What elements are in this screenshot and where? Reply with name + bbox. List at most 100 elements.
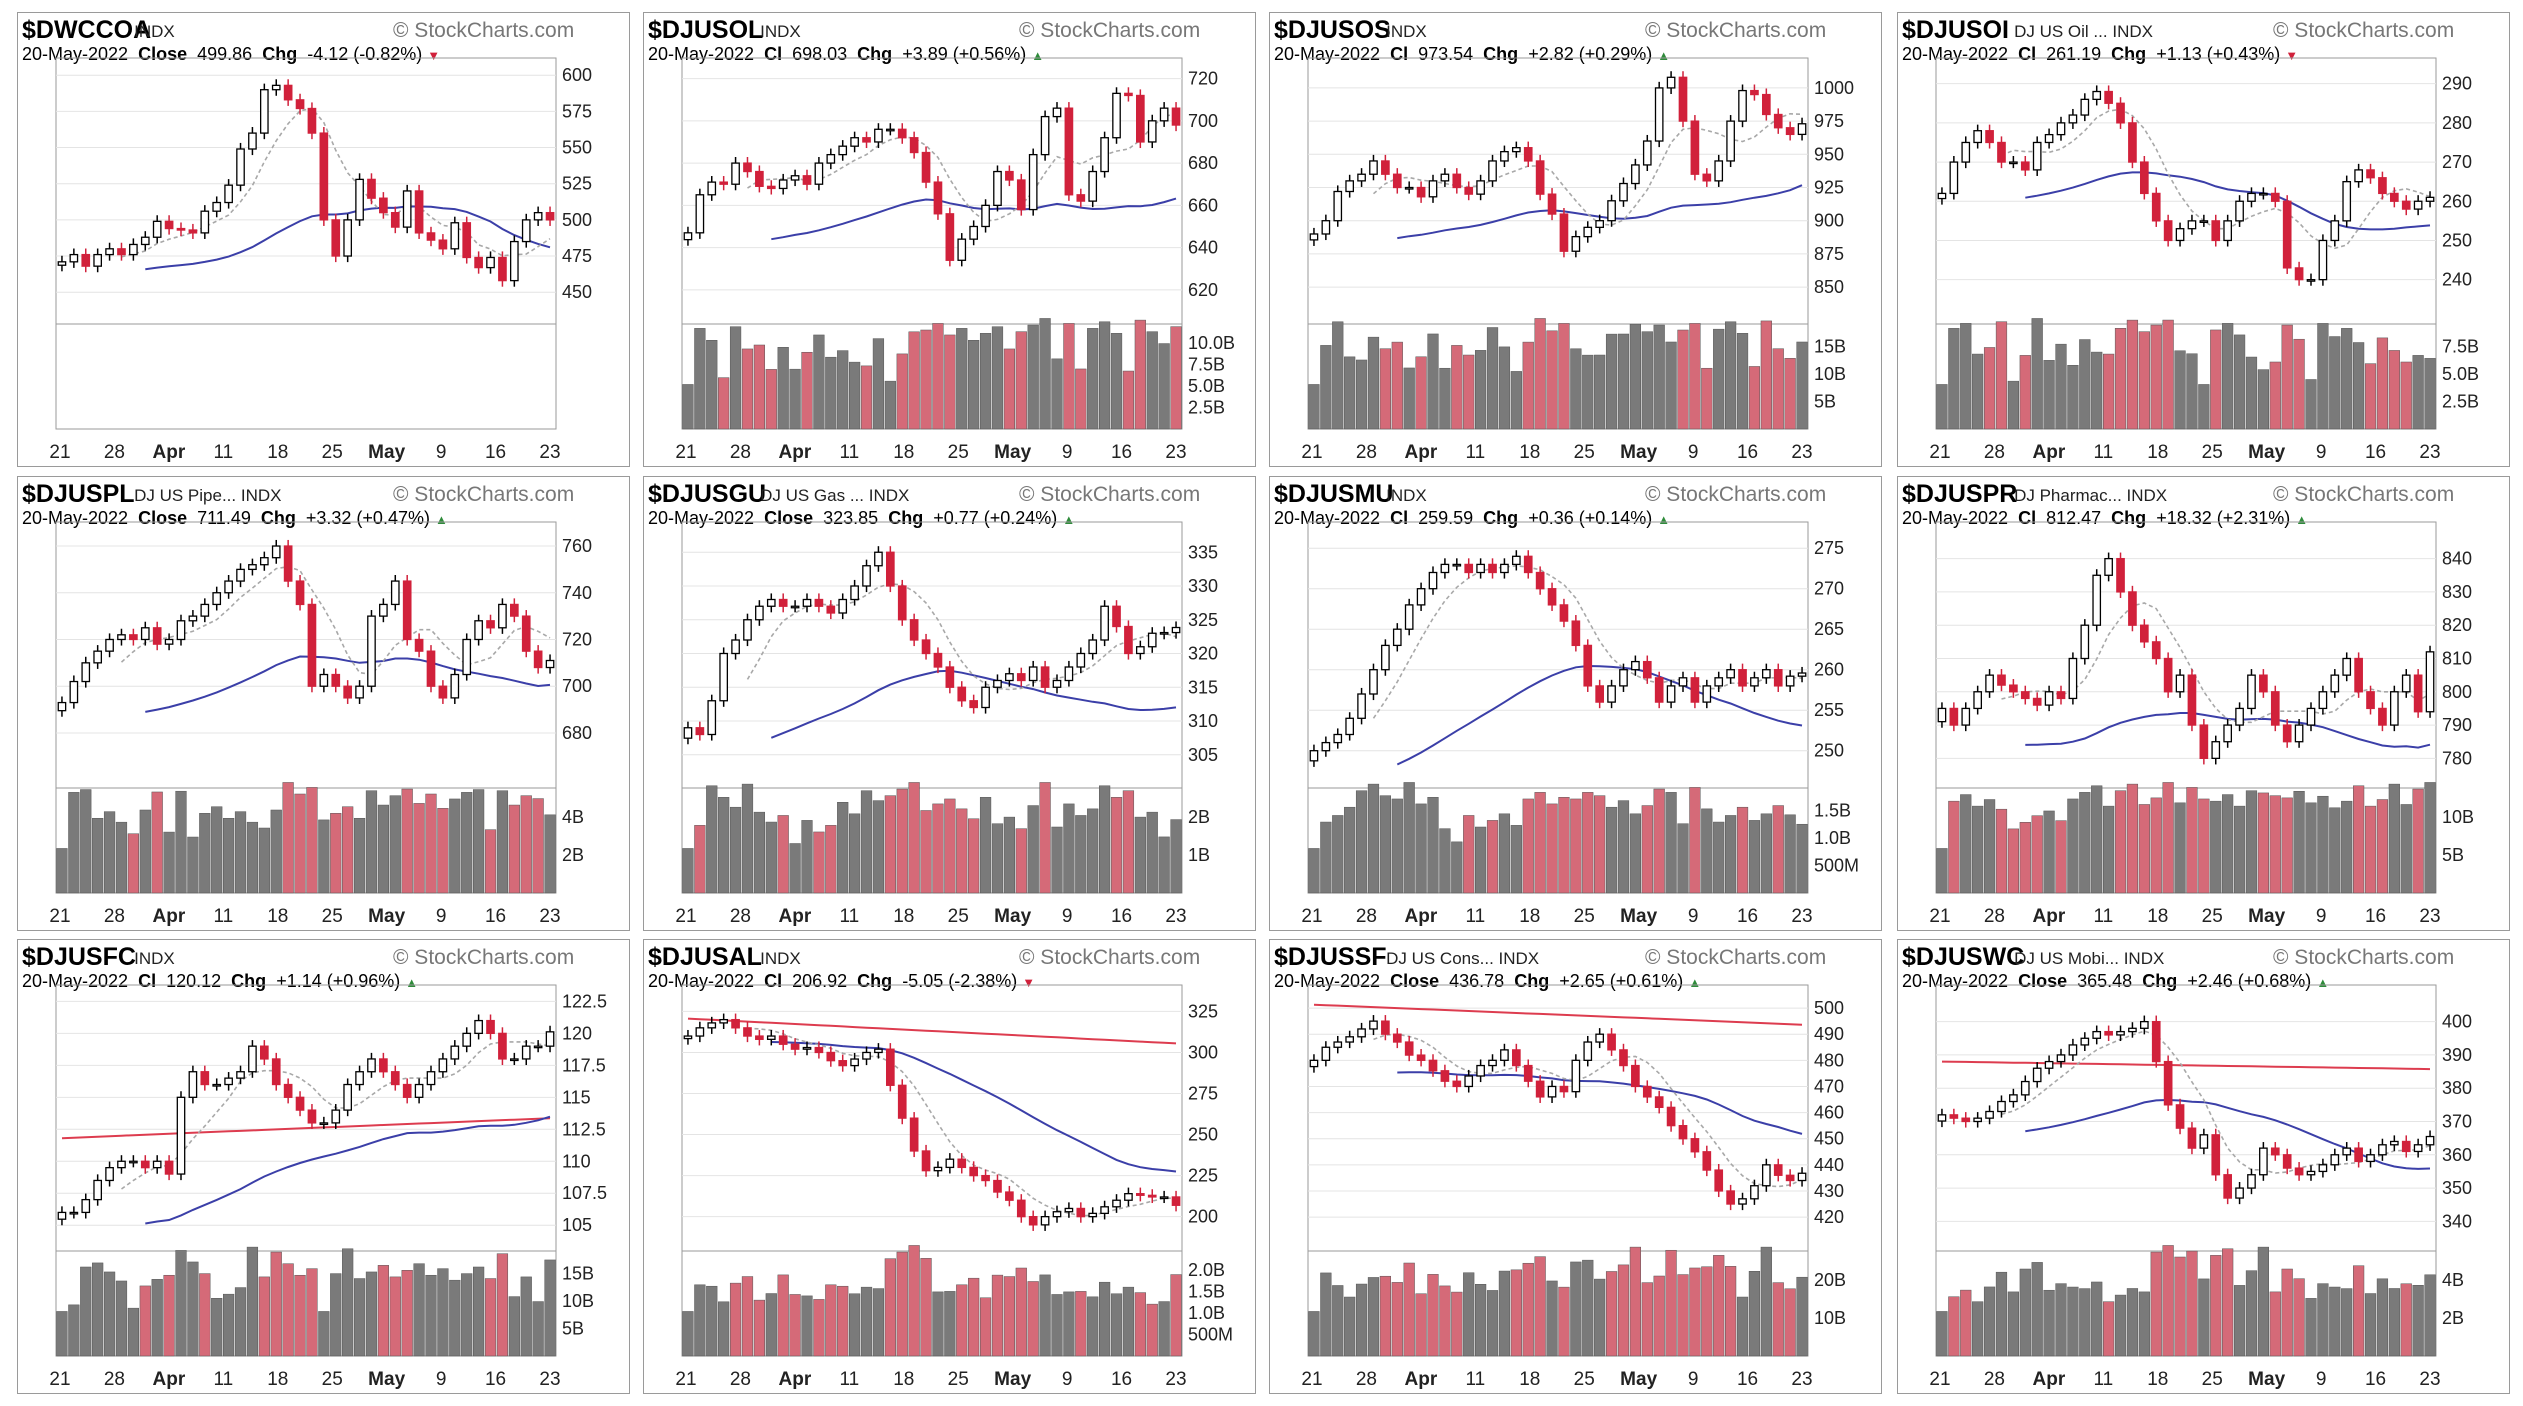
candle [545,211,555,221]
candle [2342,181,2352,222]
candle [2032,1067,2042,1083]
candle [1309,750,1319,762]
volume-bar [884,795,896,894]
candle [1124,1193,1133,1201]
candle [2139,624,2149,643]
candle [2044,133,2054,144]
volume-bar [1451,345,1463,430]
volume-bar [2281,1268,2293,1357]
candle [474,256,483,269]
volume-bar [932,803,944,894]
close-value: 812.47 [2046,508,2102,528]
candle [778,598,788,607]
y-tick-label: 460 [1814,1103,1844,1123]
candle [462,638,472,676]
plot-frame [55,521,557,894]
candle [1726,1190,1735,1205]
volume-bar [1582,354,1594,430]
candle [862,1051,871,1060]
candle [105,638,114,652]
candle [981,686,990,709]
volume-bar [1936,384,1948,430]
volume-bar [1122,790,1135,894]
volume-bar [1158,836,1170,894]
x-tick-label: 18 [893,442,914,463]
volume-bar [1665,341,1677,430]
chart-panel-djusoi: $DJUSOI DJ US Oil ... INDX © StockCharts.c… [1897,12,2510,467]
volume-bar [1972,805,1984,894]
chart-panel-djusal: $DJUSAL INDX © StockCharts.com 20-May-2022 … [643,939,1256,1394]
candle [743,162,752,173]
y-tick-label: 1000 [1814,78,1854,98]
volume-bar [1367,336,1380,430]
candle [2116,1030,2125,1036]
y-tick-label: 640 [1188,238,1218,258]
volume-bar [1475,826,1487,894]
candle [212,592,222,606]
y-tick-label: 335 [1188,542,1218,562]
chart-symbol: $DJUSOS [1274,16,1391,44]
chg-value: +0.36 (+0.14%) [1528,508,1653,528]
candle [1052,679,1062,688]
x-tick-label: 25 [1574,906,1595,927]
candle [1559,213,1569,252]
chg-value: +1.14 (+0.96%) [276,971,401,991]
candle [790,1043,800,1050]
volume-bar [2091,1281,2103,1357]
volume-bar [1983,347,1996,430]
candle [731,1018,740,1029]
y-tick-label: 680 [562,723,592,743]
sma200-line [687,1017,1177,1045]
volume-bar [1629,813,1641,894]
candle [176,1096,186,1175]
volume-bar [2388,783,2400,894]
y-tick-label: 490 [1814,1024,1844,1044]
candle [224,580,233,594]
volume-bar [2186,1250,2198,1357]
volume-bar [2341,1288,2353,1357]
volume-tick-label: 1.5B [1814,801,1851,821]
volume-bar [694,825,706,894]
price-info-line: 20-May-2022 Cl 261.19 Chg +1.13 (+0.43%)… [1902,44,2298,65]
volume-bar [2007,380,2019,430]
candle [271,1058,281,1086]
volume-bar [425,1274,437,1357]
candle [2306,1170,2316,1176]
volume-bar [849,813,861,894]
candle [1726,669,1735,679]
volume-bar [813,831,825,894]
candle [212,1083,222,1087]
volume-bar [2079,339,2091,430]
candle [224,1077,233,1086]
volume-bar [1367,1277,1380,1357]
chart-svg: 250 255 260 265 270 275 500M 1.0B 1.5B 21 28 Apr 11 1… [1301,521,1859,927]
volume-bar [825,356,837,430]
candle [176,227,186,231]
candle [2282,200,2292,269]
x-tick-label: 28 [1984,442,2005,463]
candle [695,727,705,736]
volume-bar [2043,810,2055,894]
candle [1112,605,1121,628]
volume-bar [1522,1262,1534,1357]
volume-bar [2079,792,2091,894]
volume-bar [1605,1271,1618,1357]
volume-bar [1170,1274,1182,1357]
candle [1750,677,1759,687]
candle [2342,657,2352,676]
x-tick-label: 21 [1301,442,1322,463]
candle [283,84,293,101]
volume-bar [1510,371,1522,430]
chart-svg: 340 350 360 370 380 390 400 2B 4B 21 28 Apr 11 18 25 Ma… [1929,984,2472,1390]
volume-bar [2269,795,2281,894]
x-tick-label: 28 [104,442,125,463]
candle [117,1160,126,1169]
volume-tick-label: 5.0B [2442,364,2479,384]
volume-bar [175,790,187,894]
close-value: 261.19 [2046,44,2102,64]
volume-bar [741,783,754,894]
y-tick-label: 810 [2442,648,2472,668]
volume-bar [2091,351,2103,430]
candle [2092,90,2102,101]
candle [1714,160,1724,182]
